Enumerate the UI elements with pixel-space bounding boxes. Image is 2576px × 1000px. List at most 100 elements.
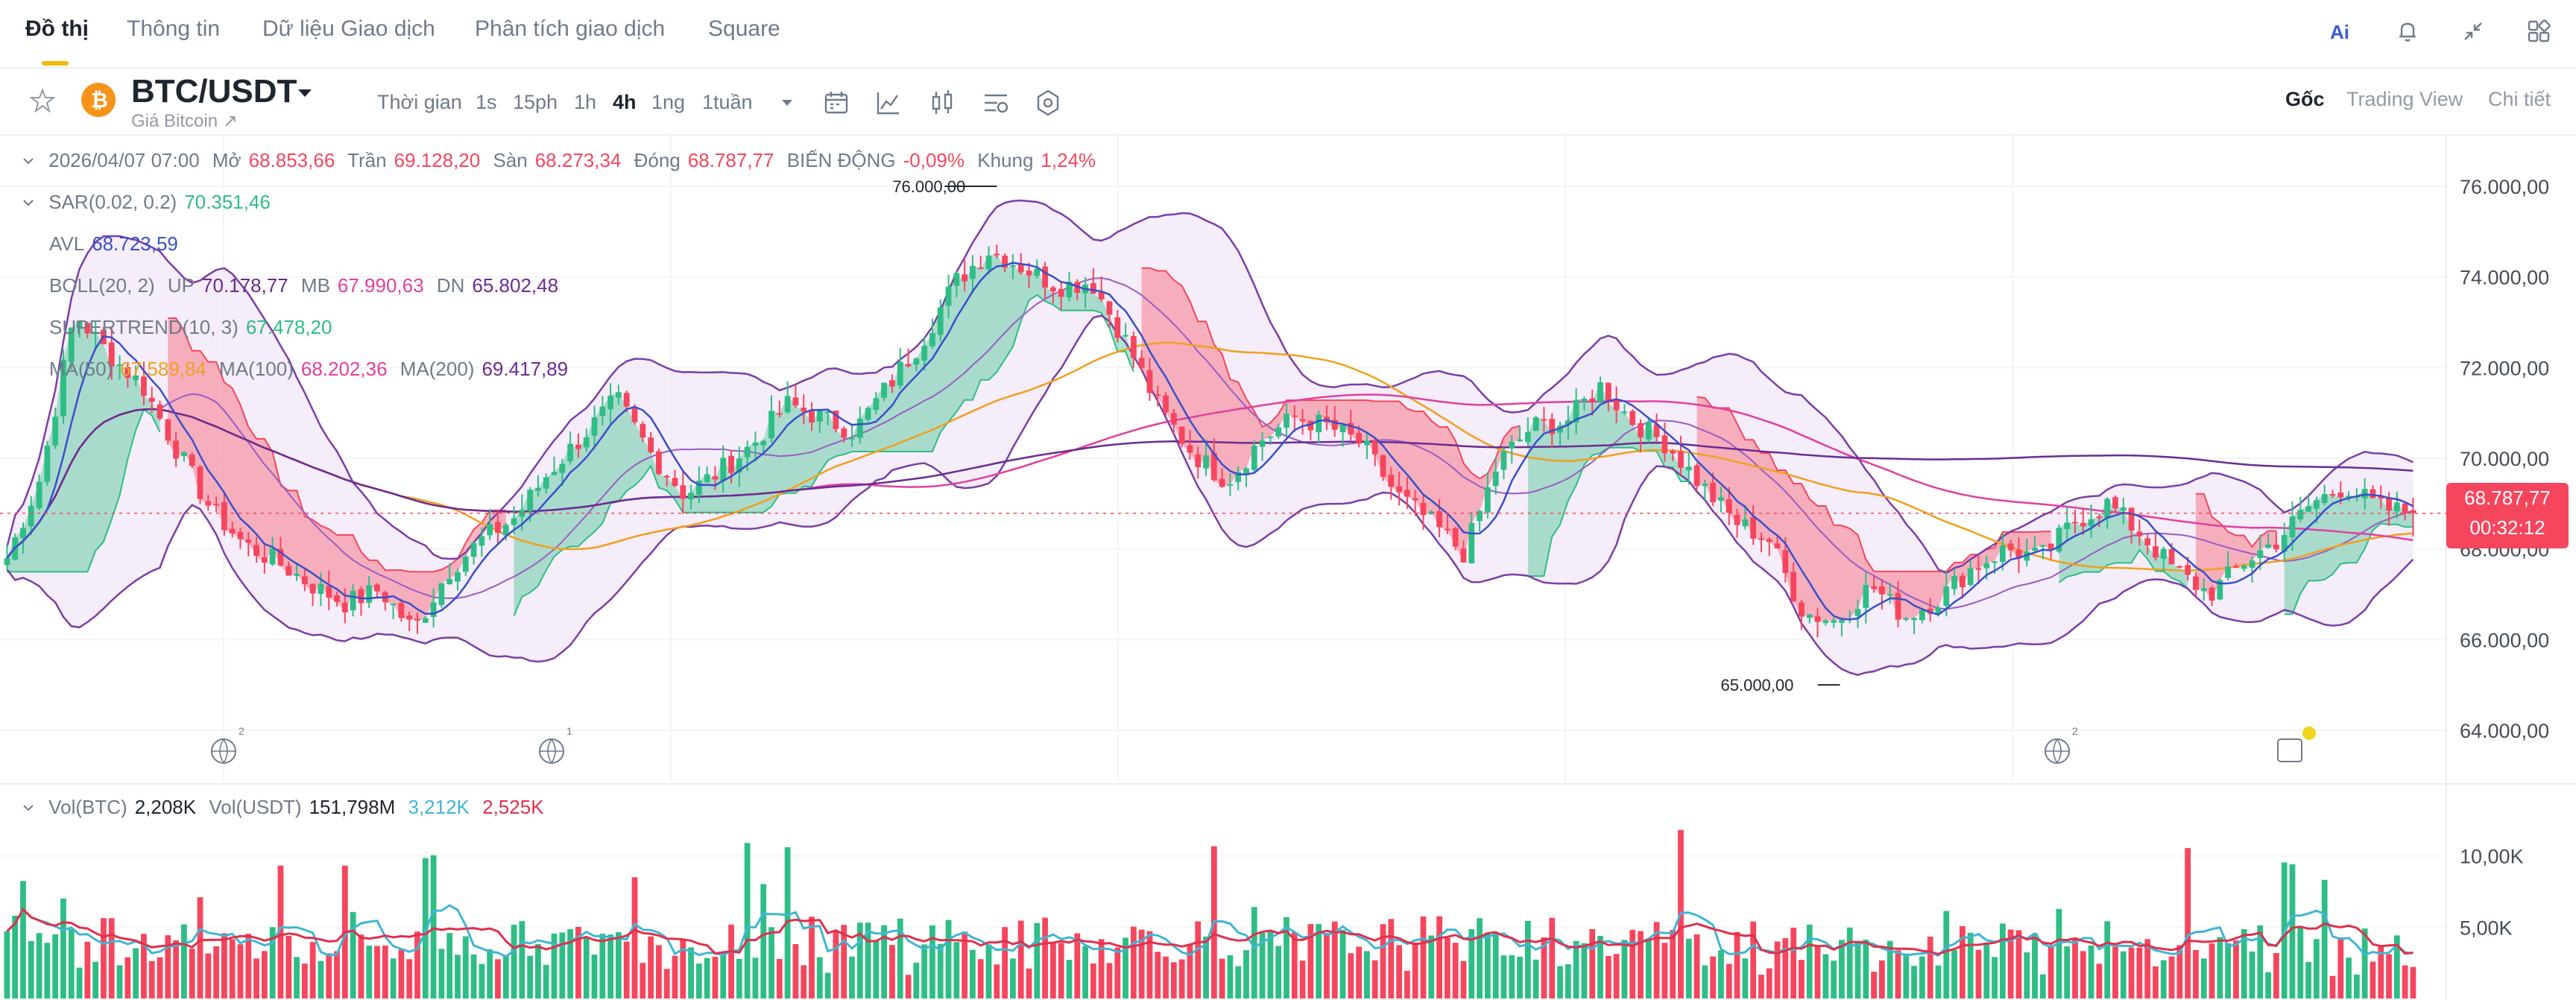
volume-bar [4, 931, 10, 999]
supertrend-up-fill [514, 253, 1134, 616]
candle-body [623, 393, 630, 407]
tab-chart[interactable]: Đồ thị [25, 16, 89, 41]
volume-bar [1082, 946, 1088, 999]
indicator-settings-icon[interactable] [981, 88, 1011, 118]
bell-icon[interactable] [2393, 16, 2422, 46]
volume-bar [1324, 933, 1330, 999]
chevron-down-icon[interactable] [22, 802, 34, 814]
sar-legend: SAR(0.02, 0.2) 70.351,46 [22, 191, 278, 214]
view-depth[interactable]: Chi tiết [2488, 88, 2551, 110]
candle-body [1541, 419, 1547, 421]
favorite-star-icon[interactable] [29, 88, 56, 117]
ai-icon[interactable]: Ai [2327, 16, 2357, 46]
candle-body [1460, 548, 1467, 563]
candle-body [655, 451, 662, 475]
candle-body [1871, 586, 1877, 589]
candle-body [1839, 620, 1845, 623]
volume-bar [1074, 933, 1081, 999]
candle-body [616, 392, 622, 398]
timeframe-4h[interactable]: 4h [613, 91, 637, 113]
volume-bar [1895, 950, 1901, 999]
timeframe-15m[interactable]: 15ph [513, 91, 558, 113]
boll-dn-label: DN [436, 274, 465, 297]
candle-body [985, 256, 992, 270]
candle-body [1042, 266, 1048, 288]
volume-bar [1670, 929, 1676, 999]
timeframe-dropdown-icon[interactable] [772, 88, 802, 118]
calendar-icon[interactable] [821, 88, 851, 118]
candle-body [672, 478, 678, 487]
candle-body [245, 539, 252, 543]
chevron-down-icon[interactable] [22, 155, 34, 167]
volume-bar [1790, 927, 1797, 999]
volume-bar [2153, 966, 2159, 999]
y-tick-label: 66.000,00 [2460, 629, 2549, 651]
candlestick-icon[interactable] [927, 88, 957, 118]
candle-body [1299, 419, 1306, 422]
candle-body [2289, 516, 2296, 537]
line-chart-icon[interactable] [874, 88, 903, 118]
volume-bar [1187, 943, 1193, 999]
volume-bar [1106, 963, 1113, 999]
collapse-icon[interactable] [2458, 16, 2488, 46]
volume-bar [1750, 921, 1757, 999]
timeframe-1w[interactable]: 1tuần [702, 91, 753, 113]
candle-body [929, 333, 935, 346]
grid-icon[interactable] [2524, 16, 2554, 46]
volume-bar [374, 946, 380, 999]
timeframe-1s[interactable]: 1s [476, 91, 497, 113]
volume-bar [1203, 936, 1209, 999]
tab-info[interactable]: Thông tin [127, 16, 221, 41]
volume-bar [2329, 975, 2336, 999]
volume-chart[interactable]: 10,00K 5,00K [0, 785, 2576, 1000]
tab-trading-analysis[interactable]: Phân tích giao dịch [475, 16, 666, 41]
candle-body [1573, 399, 1579, 423]
candle-body [165, 419, 171, 441]
view-tradingview[interactable]: Trading View [2346, 88, 2463, 110]
chevron-down-icon[interactable] [297, 85, 313, 105]
event-count: 2 [2072, 725, 2078, 737]
candle-body [1702, 484, 1708, 487]
volume-bar [2233, 940, 2239, 999]
close-label: Đóng [634, 149, 681, 171]
volume-bar [1017, 920, 1024, 999]
y-tick-label: 74.000,00 [2460, 267, 2549, 289]
candle-body [1123, 335, 1128, 337]
candle-body [1163, 395, 1169, 413]
timeframe-1h[interactable]: 1h [574, 91, 597, 113]
volume-bar [2378, 945, 2384, 999]
candle-body [4, 558, 10, 566]
symbol-pair[interactable]: BTC/USDT [131, 73, 297, 110]
tab-trading-data[interactable]: Dữ liệu Giao dịch [262, 16, 435, 41]
volume-bar [1163, 956, 1169, 999]
volume-bar [2024, 952, 2030, 999]
volume-bar [2241, 928, 2247, 999]
volume-bar [1999, 923, 2006, 999]
vol-ma2-value: 2,525K [482, 796, 544, 818]
candle-body [1468, 522, 1475, 563]
candle-body [2281, 535, 2288, 552]
candle-body [1452, 528, 1459, 547]
symbol-subtitle[interactable]: Giá Bitcoin ↗ [131, 111, 238, 131]
candle-body [2048, 543, 2054, 550]
volume-bar [607, 934, 613, 999]
candle-body [285, 566, 292, 576]
boll-upper-line [6, 199, 2414, 575]
timeframe-1d[interactable]: 1ng [651, 91, 686, 113]
view-original[interactable]: Gốc [2285, 88, 2325, 110]
volume-bar [2393, 935, 2400, 999]
news-globe-icon: 1 [539, 725, 572, 764]
settings-icon[interactable] [1033, 88, 1063, 118]
candle-body [350, 590, 356, 611]
volume-bar [1146, 931, 1153, 999]
tab-square[interactable]: Square [708, 16, 780, 41]
volume-bar [430, 855, 437, 999]
chevron-down-icon[interactable] [22, 197, 34, 209]
candle-body [2153, 546, 2159, 558]
candle-body [1090, 283, 1096, 294]
price-chart[interactable]: 76.000,0074.000,0072.000,0070.000,0068.0… [0, 134, 2576, 785]
volume-bar [2217, 937, 2223, 999]
candle-body [1935, 607, 1942, 614]
candle-body [406, 615, 413, 620]
volume-bar [213, 946, 219, 999]
